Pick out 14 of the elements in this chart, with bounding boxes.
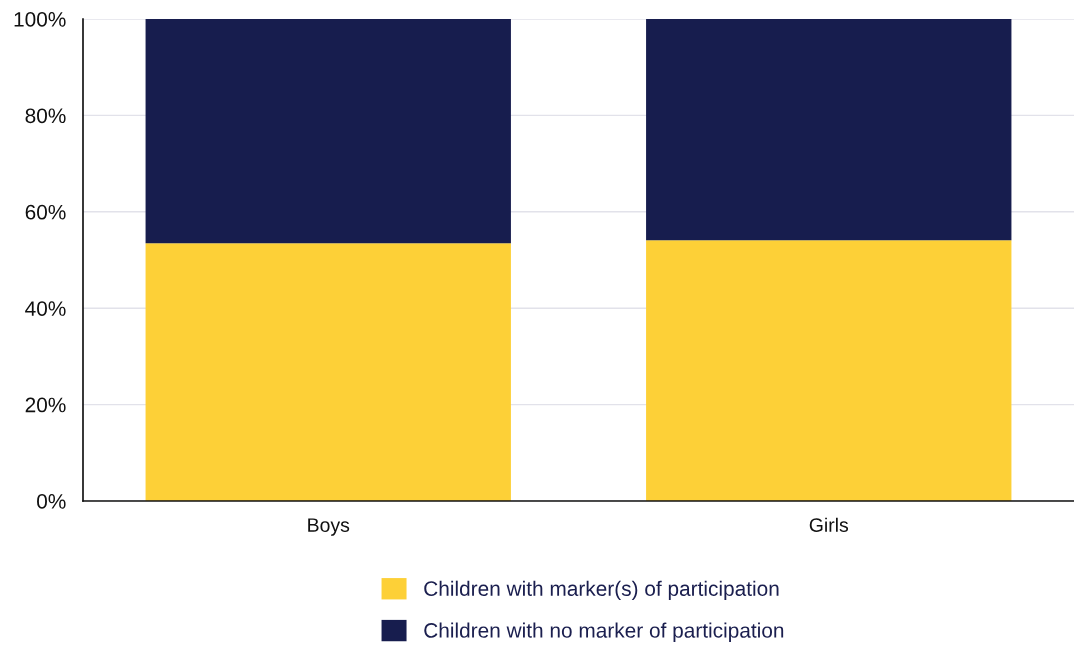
legend-label: Children with no marker of participation <box>424 622 784 642</box>
bar <box>145 243 511 501</box>
y-tick-label: 0% <box>37 494 66 509</box>
y-tick-label: 40% <box>25 301 66 316</box>
bar <box>145 19 511 244</box>
x-tick-label: Girls <box>809 517 849 532</box>
legend-label: Children with marker(s) of participation <box>424 580 779 601</box>
y-tick-label: 20% <box>25 397 66 413</box>
y-tick-label: 100% <box>14 12 66 27</box>
x-tick-label: Boys <box>308 518 350 536</box>
y-tick-label: 60% <box>25 204 66 220</box>
y-tick-label: 80% <box>25 108 66 124</box>
bar <box>646 19 1012 241</box>
bar <box>646 240 1012 501</box>
